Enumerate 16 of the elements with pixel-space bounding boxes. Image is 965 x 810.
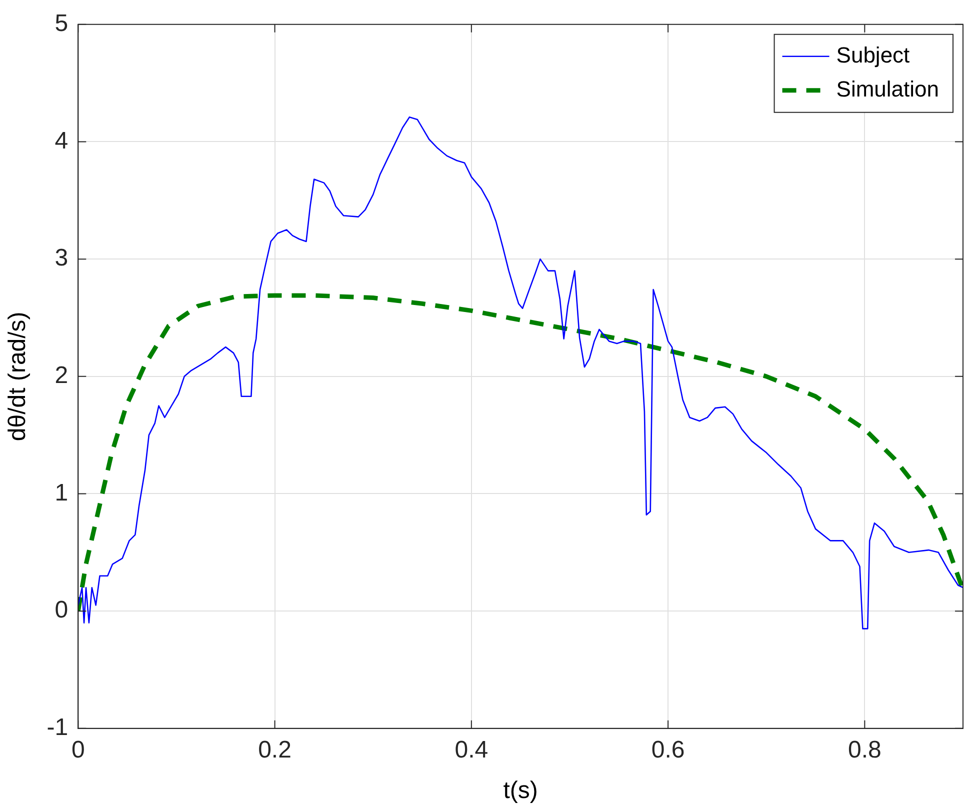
y-tick-label: 0 [54, 596, 68, 624]
y-tick-label: 5 [54, 10, 68, 38]
x-tick-label: 0.4 [454, 736, 488, 764]
legend-label: Simulation [836, 76, 939, 102]
x-tick-label: 0.2 [258, 736, 292, 764]
legend-label: Subject [836, 42, 910, 68]
y-tick-label: 1 [54, 479, 68, 506]
y-tick-label: 4 [54, 127, 68, 154]
x-axis-title: t(s) [503, 777, 538, 804]
y-axis-title: dθ/dt (rad/s) [4, 312, 32, 442]
x-tick-label: 0.8 [848, 736, 882, 764]
line-series [78, 293, 963, 614]
x-tick-label: 0.6 [651, 736, 685, 764]
y-tick-label: 3 [54, 244, 68, 272]
y-tick-label: -1 [46, 714, 68, 742]
y-tick-label: 2 [54, 362, 68, 390]
